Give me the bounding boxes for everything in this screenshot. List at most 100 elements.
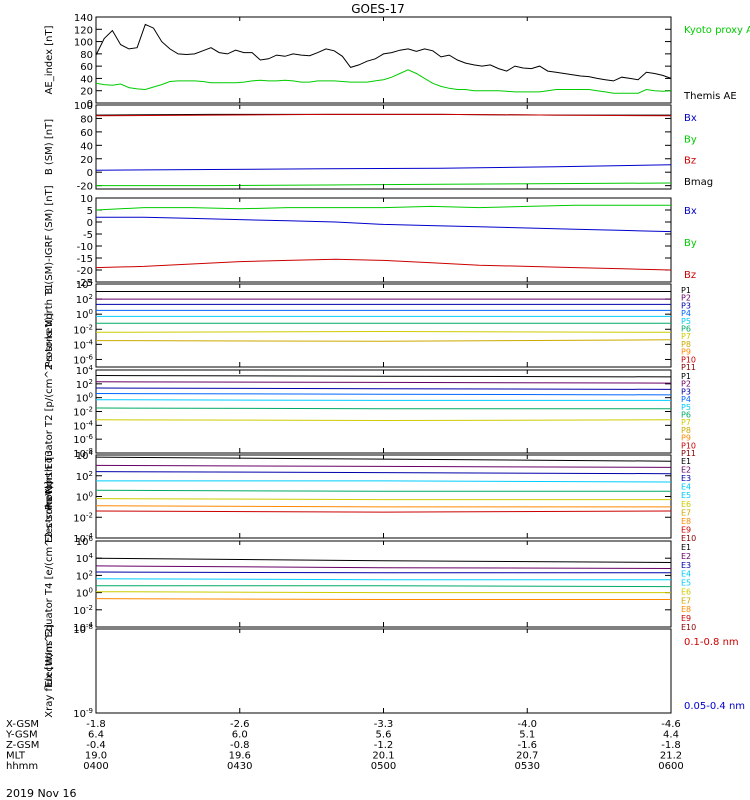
series-bz	[95, 258, 672, 271]
legend-entry: P5	[681, 403, 691, 412]
legend-entry: P8	[681, 340, 691, 349]
series-p4	[95, 393, 672, 396]
y-tick-label: 10-6	[73, 433, 93, 446]
y-tick-label: 40	[80, 141, 93, 152]
legend-entry: P9	[681, 348, 691, 357]
tick-x_gsm: -1.8	[86, 719, 106, 730]
y-axis-label: B (SM)-IGRF (SM) [nT]	[44, 185, 55, 294]
panel-frame	[95, 628, 672, 714]
legend-entry: E7	[681, 596, 691, 605]
legend-entry: By	[684, 238, 697, 249]
y-tick-label: 60	[80, 62, 93, 73]
legend-entry: Bz	[684, 270, 696, 281]
y-axis-label: Xray flux [W/m^2]	[44, 624, 55, 718]
tick-mlt: 19.0	[85, 751, 107, 762]
y-tick-label: 40	[80, 74, 93, 85]
y-tick-label: 100	[76, 392, 93, 405]
y-tick-label: 60	[80, 128, 93, 139]
series-e3	[95, 471, 672, 475]
legend-entry: Bx	[684, 206, 697, 217]
series-p2	[95, 381, 672, 384]
legend-entry: Kyoto proxy AE	[684, 25, 750, 36]
row-label: MLT	[6, 751, 26, 762]
series-p8	[95, 339, 672, 342]
legend-entry: P1	[681, 286, 691, 295]
legend-entry: E3	[681, 474, 691, 483]
legend-entry: P8	[681, 426, 691, 435]
legend-entry: P6	[681, 325, 691, 334]
legend-entry: E4	[681, 483, 691, 492]
y-tick-label: 0	[87, 218, 93, 229]
legend-entry: P6	[681, 411, 691, 420]
series-e5	[96, 585, 672, 588]
y-tick-label: 10-2	[73, 511, 93, 524]
panel-frame	[95, 283, 672, 368]
date-label: 2019 Nov 16	[6, 787, 76, 800]
y-tick-label: 140	[74, 13, 93, 24]
series-kyoto-proxy-ae	[95, 69, 672, 94]
panel-frame	[95, 16, 672, 104]
legend-entry: P11	[681, 363, 696, 372]
y-tick-label: 100	[76, 308, 93, 321]
y-axis-label: Electrons Equator T4 [e/(cm^2-s-sr-keV)]	[44, 481, 55, 687]
y-tick-label: 10-2	[73, 604, 93, 617]
legend-entry: E2	[681, 466, 691, 475]
series-p7	[95, 330, 672, 333]
time-axis: X-GSM -1.8 -2.6 -3.3 -4.0 -4.6 Y-GSM 6.4 6.0 5.6 5…	[5, 719, 684, 772]
y-tick-label: 102	[76, 470, 93, 483]
y-axis-label: Protons North T1	[44, 283, 55, 367]
series-e1	[95, 557, 672, 563]
y-tick-label: 100	[76, 491, 93, 504]
legend-entry: P1	[681, 372, 691, 381]
legend-entry: Bmag	[684, 177, 713, 188]
legend-entry: P7	[681, 332, 691, 341]
legend-entry: P4	[681, 309, 691, 318]
legend-entry: E4	[681, 570, 691, 579]
series-p7	[95, 419, 672, 422]
y-tick-label: 80	[80, 114, 93, 125]
y-tick-label: 104	[76, 449, 94, 462]
tick-y_gsm: 5.1	[519, 730, 535, 741]
tick-hhmm: 0500	[371, 761, 396, 772]
legend-entry: Bx	[684, 113, 697, 124]
series-p3	[95, 387, 672, 390]
y-tick-label: 10-4	[73, 419, 93, 432]
panel-2: -20 0 20 40 60 80 100 B (SM) [nT] Bx By Bz Bmag	[44, 101, 713, 193]
legend-entry: E3	[681, 561, 691, 570]
legend-entry: By	[684, 134, 697, 145]
y-axis-label: AE_index [nT]	[44, 25, 55, 94]
legend-entry: E9	[681, 525, 691, 534]
legend-entry: P4	[681, 395, 691, 404]
y-tick-label: 100	[74, 101, 93, 112]
series-themis-ae	[95, 23, 672, 82]
y-axis-label: Electrons North T3	[44, 450, 55, 543]
legend-entry: P10	[681, 355, 696, 364]
y-tick-label: 5	[87, 206, 93, 217]
y-tick-label: 102	[76, 569, 93, 582]
y-tick-label: -10	[77, 242, 93, 253]
legend-entry: E10	[681, 623, 696, 632]
row-label: Y-GSM	[5, 730, 38, 741]
series-e7	[95, 505, 671, 508]
y-tick-label: 106	[76, 535, 94, 548]
y-tick-label: -25	[77, 278, 93, 289]
y-tick-label: 80	[80, 50, 93, 61]
y-tick-label: 100	[76, 587, 93, 600]
legend-entry: E2	[681, 552, 691, 561]
y-tick-label: 10-2	[73, 323, 93, 336]
tick-z_gsm: -1.6	[517, 740, 537, 751]
y-tick-label: 104	[76, 278, 94, 291]
tick-x_gsm: -3.3	[374, 719, 394, 730]
legend-entry: P11	[681, 449, 696, 458]
series-p5	[95, 399, 671, 401]
tick-y_gsm: 6.4	[88, 730, 104, 741]
tick-hhmm: 0600	[658, 761, 683, 772]
legend-entry: Themis AE	[683, 91, 737, 102]
panel-frame	[95, 197, 672, 283]
panel-frame	[95, 540, 672, 628]
tick-hhmm: 0400	[83, 761, 108, 772]
